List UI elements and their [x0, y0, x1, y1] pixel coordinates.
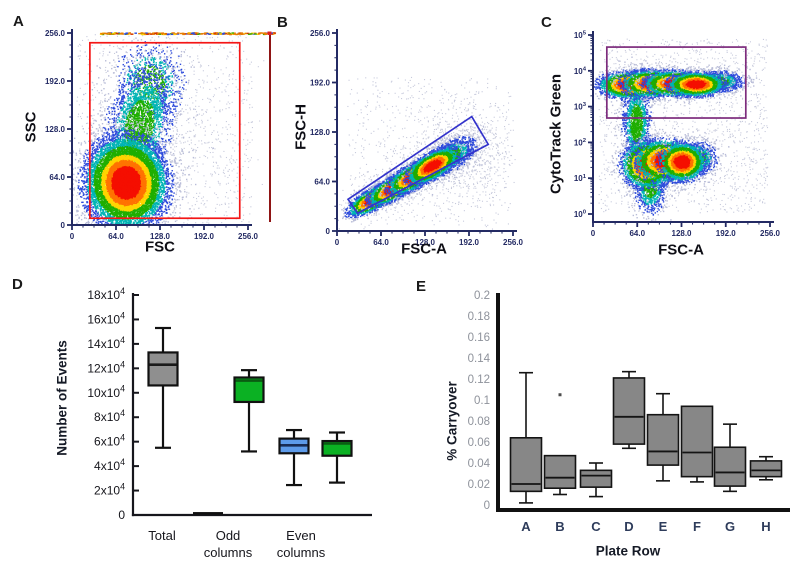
panel-e-boxplot — [400, 270, 800, 574]
panel-b-letter: B — [277, 14, 288, 31]
panel-e-x-axis-title: Plate Row — [595, 543, 661, 559]
panel-a-density-plot — [0, 0, 280, 268]
panel-e-letter: E — [416, 278, 427, 295]
panel-b-density-plot — [270, 0, 530, 268]
panel-c-density-plot — [530, 0, 800, 268]
panel-d-letter: D — [12, 276, 23, 293]
panel-c-letter: C — [541, 14, 552, 31]
panel-a-y-axis-title: SSC — [22, 111, 40, 143]
panel-c-x-axis-title: FSC-A — [658, 241, 704, 259]
panel-b-x-axis-title: FSC-A — [401, 240, 447, 258]
panel-c-y-axis-title: CytoTrack Green — [547, 73, 565, 195]
panel-d-y-axis-title: Number of Events — [54, 340, 70, 456]
panel-a-x-axis-title: FSC — [145, 238, 175, 256]
panel-b-y-axis-title: FSC-H — [292, 104, 310, 150]
panel-e-y-axis-title: % Carryover — [444, 381, 460, 461]
panel-d-boxplot — [0, 270, 400, 574]
panel-a-letter: A — [13, 13, 24, 30]
